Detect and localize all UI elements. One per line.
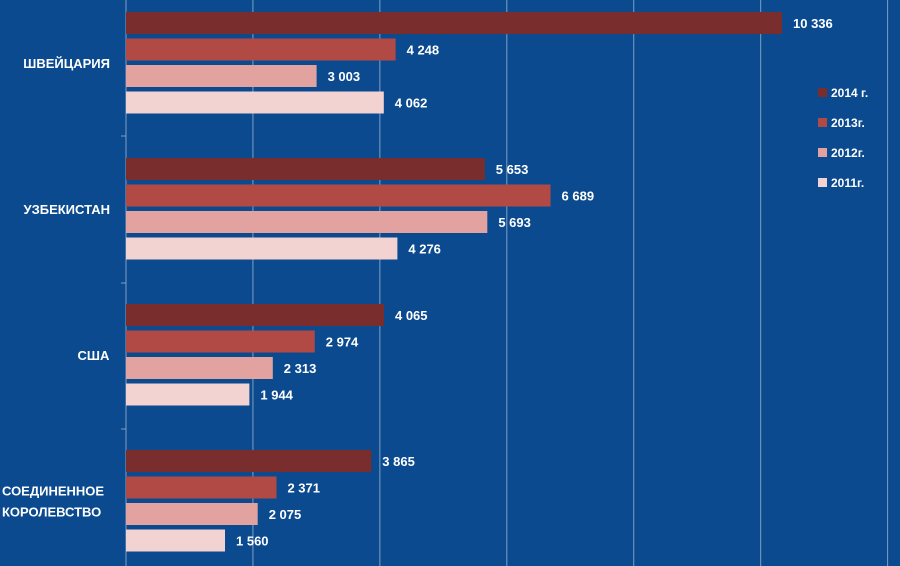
category-label: ШВЕЙЦАРИЯ <box>23 56 110 71</box>
data-label: 10 336 <box>793 16 833 31</box>
data-label: 2 075 <box>269 507 302 522</box>
bar <box>126 503 258 525</box>
data-label: 2 974 <box>326 335 359 350</box>
legend-swatch <box>818 88 827 97</box>
data-label: 6 689 <box>562 189 595 204</box>
bar <box>126 450 372 472</box>
bar <box>126 12 782 34</box>
legend-label: 2011г. <box>831 176 864 190</box>
legend-label: 2013г. <box>831 116 865 130</box>
bar <box>126 211 488 233</box>
data-label: 2 313 <box>284 361 317 376</box>
bar <box>126 357 273 379</box>
data-label: 4 062 <box>395 96 428 111</box>
data-label: 1 560 <box>236 534 269 549</box>
bar <box>126 383 250 406</box>
category-label: СОЕДИНЕННОЕ КОРОЛЕВСТВО <box>2 483 104 519</box>
legend-swatch <box>818 118 827 127</box>
legend-swatch <box>818 178 827 187</box>
bar <box>126 38 396 61</box>
data-label: 2 371 <box>287 481 320 496</box>
legend-label: 2012г. <box>831 146 865 160</box>
data-label: 4 276 <box>408 242 441 257</box>
bar <box>126 158 485 180</box>
data-label: 4 248 <box>407 43 440 58</box>
data-label: 3 003 <box>328 69 361 84</box>
data-label: 5 693 <box>498 215 531 230</box>
legend-label: 2014 г. <box>831 86 868 100</box>
data-label: 3 865 <box>382 454 415 469</box>
bar <box>126 184 551 207</box>
bar <box>126 330 315 353</box>
bar <box>126 304 384 326</box>
bar <box>126 476 277 499</box>
bar <box>126 237 398 260</box>
data-label: 1 944 <box>260 388 293 403</box>
data-label: 4 065 <box>395 308 428 323</box>
category-label: США <box>78 348 110 363</box>
category-label: УЗБЕКИСТАН <box>24 202 111 217</box>
legend-swatch <box>818 148 827 157</box>
bar <box>126 529 226 552</box>
bar <box>126 65 317 87</box>
bar <box>126 91 384 114</box>
data-label: 5 653 <box>496 162 529 177</box>
